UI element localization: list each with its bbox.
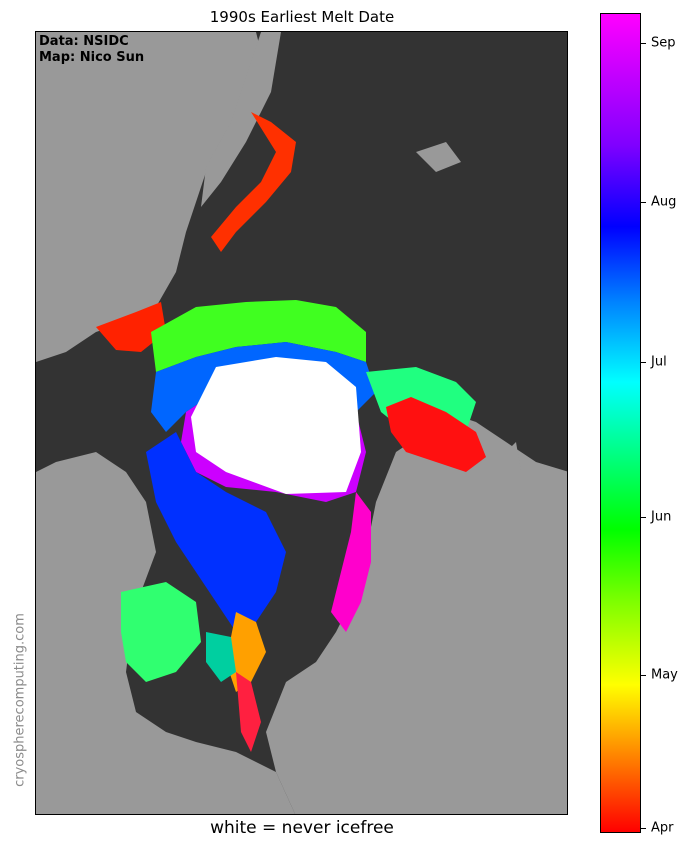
- colorbar-tick-label: Jul: [651, 354, 667, 369]
- map-title: 1990s Earliest Melt Date: [209, 8, 395, 26]
- colorbar-tick-label: Aug: [651, 194, 677, 210]
- colorbar-tick-label: Apr: [651, 820, 674, 836]
- colorbar-tick: [641, 674, 646, 676]
- colorbar-tick: [641, 517, 646, 519]
- data-source-credit: Data: NSIDC: [39, 34, 129, 49]
- watermark: cryospherecomputing.com: [12, 613, 28, 787]
- colorbar-tick: [641, 361, 646, 363]
- legend-note: white = never icefree: [210, 818, 394, 838]
- colorbar-tick-label: Sep: [651, 35, 676, 51]
- colorbar-tick: [641, 202, 646, 204]
- colorbar-tick-label: May: [651, 667, 678, 683]
- colorbar-tick: [641, 828, 646, 830]
- colorbar: [600, 13, 641, 833]
- map-author-credit: Map: Nico Sun: [39, 50, 145, 65]
- colorbar-tick: [641, 43, 646, 45]
- map-area: [35, 31, 568, 815]
- land-masses: [36, 32, 567, 814]
- arctic-map: [36, 32, 567, 814]
- colorbar-tick-label: Jun: [651, 509, 672, 525]
- melt-date-layer: [96, 112, 486, 752]
- map-credits: Data: NSIDC Map: Nico Sun: [39, 34, 144, 66]
